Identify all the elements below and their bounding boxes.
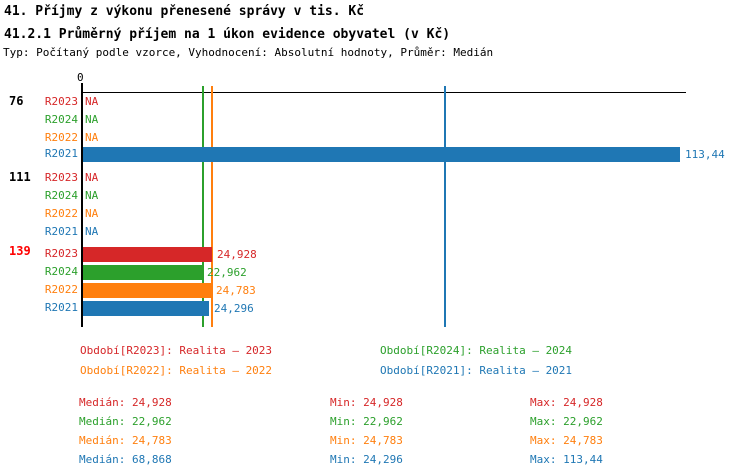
row-year-label-r2021: R2021: [44, 225, 78, 238]
row-year-label-r2021: R2021: [44, 301, 78, 314]
stat-max-r2024: Max: 22,962: [530, 415, 603, 428]
bar-value-label-r2021: 24,296: [214, 302, 254, 315]
stat-max-r2023: Max: 24,928: [530, 396, 603, 409]
page-title: 41. Příjmy z výkonu přenesené správy v t…: [4, 4, 365, 19]
group-label-139: 139: [9, 244, 31, 258]
group-label-76: 76: [9, 94, 24, 108]
legend-item-r2023: Období[R2023]: Realita – 2023: [80, 344, 273, 357]
stat-min-r2024: Min: 22,962: [330, 415, 403, 428]
chart-meta-line: Typ: Počítaný podle vzorce, Vyhodnocení:…: [3, 46, 494, 59]
row-year-label-r2023: R2023: [44, 171, 78, 184]
legend-item-r2022: Období[R2022]: Realita – 2022: [80, 364, 273, 377]
bar-value-label-r2021: 113,44: [685, 148, 725, 161]
row-year-label-r2024: R2024: [44, 189, 78, 202]
stat-min-r2022: Min: 24,783: [330, 434, 403, 447]
group-label-111: 111: [9, 170, 31, 184]
row-year-label-r2024: R2024: [44, 265, 78, 278]
median-line-r2021: [444, 86, 446, 327]
x-axis-zero-tick-label: 0: [77, 71, 84, 84]
bar-value-label-r2023: 24,928: [217, 248, 257, 261]
legend-item-r2024: Období[R2024]: Realita – 2024: [380, 344, 573, 357]
legend-item-r2021: Období[R2021]: Realita – 2021: [380, 364, 573, 377]
na-value-r2021: NA: [85, 225, 99, 238]
bar-r2021: [83, 301, 209, 316]
stat-max-r2021: Max: 113,44: [530, 453, 603, 466]
bar-r2023: [83, 247, 212, 262]
na-value-r2024: NA: [85, 113, 99, 126]
na-value-r2022: NA: [85, 207, 99, 220]
bar-value-label-r2024: 22,962: [207, 266, 247, 279]
row-year-label-r2024: R2024: [44, 113, 78, 126]
stat-median-r2024: Medián: 22,962: [79, 415, 172, 428]
stat-median-r2021: Medián: 68,868: [79, 453, 172, 466]
bar-r2022: [83, 283, 211, 298]
chart-subtitle: 41.2.1 Průměrný příjem na 1 úkon evidenc…: [4, 27, 451, 42]
stat-median-r2022: Medián: 24,783: [79, 434, 172, 447]
row-year-label-r2022: R2022: [44, 207, 78, 220]
median-line-r2022: [211, 86, 213, 327]
na-value-r2023: NA: [85, 95, 99, 108]
row-year-label-r2022: R2022: [44, 131, 78, 144]
bar-r2021: [83, 147, 680, 162]
row-year-label-r2023: R2023: [44, 247, 78, 260]
y-axis-line: [81, 83, 83, 327]
stat-max-r2022: Max: 24,783: [530, 434, 603, 447]
median-line-r2024: [202, 86, 204, 327]
x-axis-line: [81, 92, 686, 93]
na-value-r2024: NA: [85, 189, 99, 202]
na-value-r2022: NA: [85, 131, 99, 144]
row-year-label-r2021: R2021: [44, 147, 78, 160]
bar-value-label-r2022: 24,783: [216, 284, 256, 297]
bar-r2024: [83, 265, 202, 280]
stat-min-r2023: Min: 24,928: [330, 396, 403, 409]
row-year-label-r2023: R2023: [44, 95, 78, 108]
na-value-r2023: NA: [85, 171, 99, 184]
stat-median-r2023: Medián: 24,928: [79, 396, 172, 409]
row-year-label-r2022: R2022: [44, 283, 78, 296]
stat-min-r2021: Min: 24,296: [330, 453, 403, 466]
